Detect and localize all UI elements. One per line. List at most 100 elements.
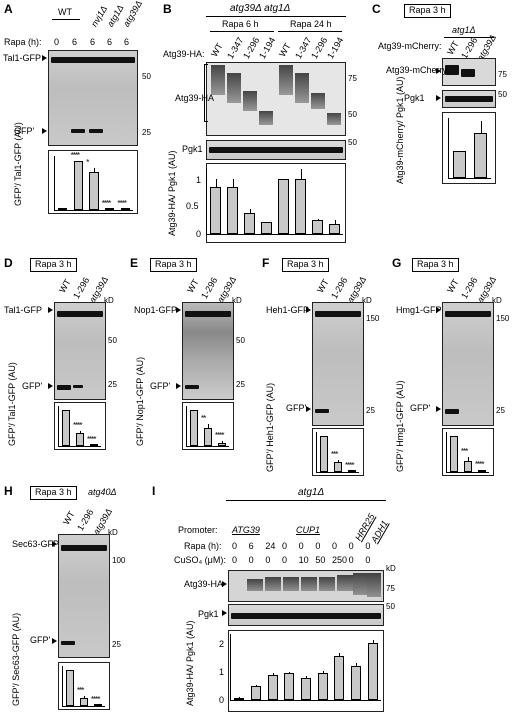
errorbar-f-1 [338, 459, 339, 462]
significance-d-2: **** [87, 434, 97, 444]
bar-e-1 [203, 427, 213, 446]
errorbar-i-1 [256, 684, 257, 687]
significance-d-1: **** [73, 421, 83, 431]
significance-e-1: ** [201, 414, 206, 424]
panel-label-d: D [4, 256, 13, 270]
significance-a-1: **** [70, 150, 81, 160]
bar-i-8 [367, 642, 378, 700]
panel-label-f: F [262, 256, 270, 270]
rapa-value-i-3: 0 [282, 541, 288, 551]
bar-i-2 [267, 674, 278, 700]
blot-c-pgk1 [442, 90, 496, 108]
bar-b-7 [329, 224, 340, 234]
errorbar-h-1 [84, 696, 85, 698]
bar-d-1 [75, 433, 85, 446]
rapa-value-i-6: 0 [332, 541, 338, 551]
panel-label-a: A [4, 2, 13, 16]
bar-chart-e: ** **** [186, 406, 229, 447]
rapa-value-i-8: 0 [365, 541, 371, 551]
errorbar-i-0 [239, 697, 241, 698]
rapa-value-i-5: 0 [315, 541, 321, 551]
cuso4-value-i-2: 0 [265, 555, 271, 565]
blot-a [48, 50, 138, 146]
errorbar-i-4 [306, 676, 307, 679]
lane-wt: WT [58, 7, 72, 17]
rapa-value-i-2: 24 [265, 541, 276, 551]
bar-a-2 [89, 171, 99, 210]
blot-h [58, 534, 110, 658]
bar-d-2 [89, 444, 99, 446]
errorbar-i-5 [322, 671, 324, 674]
bar-b-6 [312, 220, 323, 234]
errorbar-i-8 [372, 639, 374, 643]
errorbar-a-2 [94, 168, 95, 172]
errorbar-b-0 [215, 179, 217, 188]
blot-b-pgk1 [206, 140, 346, 160]
bar-chart-i [230, 634, 381, 701]
bar-b-1 [227, 187, 238, 234]
rapa-value-i-0: 0 [232, 541, 238, 551]
bar-b-2 [244, 213, 255, 234]
rapa-label: Rapa (h): [4, 37, 42, 47]
significance-f-2: **** [345, 460, 355, 470]
errorbar-b-6 [317, 218, 319, 221]
bar-chart-g: *** **** [446, 432, 489, 473]
errorbar-e-1 [208, 424, 209, 428]
panel-label-e: E [130, 256, 139, 270]
significance-g-2: **** [475, 460, 485, 470]
bar-d-0 [61, 409, 71, 446]
rapa-value-i-1: 6 [248, 541, 254, 551]
errorbar-g-1 [468, 456, 469, 462]
bar-e-0 [189, 409, 199, 446]
bar-h-2 [93, 704, 103, 706]
bar-a-0 [58, 208, 68, 210]
bar-i-6 [334, 655, 345, 700]
bar-i-0 [234, 697, 245, 700]
lane-nvj1: nvj1Δ [89, 3, 110, 29]
bar-i-4 [301, 678, 311, 700]
bar-f-1 [333, 461, 343, 472]
panel-label-g: G [392, 256, 402, 270]
strain-b: atg39Δ atg1Δ [230, 3, 291, 14]
bar-a-1 [73, 160, 84, 210]
ylabel-i: Atg39-HA/ Pgk1 (AU) [185, 620, 195, 706]
blot-c [442, 58, 496, 86]
bar-f-0 [319, 435, 329, 472]
cuso4-value-i-5: 50 [315, 555, 326, 565]
errorbar-i-7 [356, 663, 357, 666]
panel-label-i: I [152, 484, 156, 498]
cuso4-value-i-0: 0 [232, 555, 238, 565]
errorbar-d-1 [80, 431, 81, 434]
blot-i-pgk1 [228, 604, 384, 626]
bar-chart-f: *** **** [316, 432, 359, 473]
cuso4-value-i-1: 0 [248, 555, 254, 565]
bar-a-4 [120, 208, 130, 210]
bar-b-4 [278, 179, 289, 234]
cuso4-value-i-8: 0 [365, 555, 371, 565]
significance-g-1: *** [461, 446, 468, 456]
rapa-value-i-7: 0 [348, 541, 354, 551]
bar-c-1 [474, 133, 487, 178]
errorbar-b-1 [232, 179, 234, 188]
significance-a-2: * [86, 158, 89, 168]
bar-b-0 [210, 187, 221, 234]
rapa-value-i-4: 0 [298, 541, 304, 551]
bar-chart-d: **** **** [58, 406, 101, 447]
significance-a-3: **** [101, 199, 112, 209]
significance-h-2: **** [91, 694, 101, 704]
bar-i-1 [251, 686, 261, 700]
ylabel-a: GFP'/ Tal1-GFP (AU) [13, 122, 23, 206]
blot-e [182, 302, 234, 400]
bar-a-3 [104, 208, 115, 210]
bar-b-5 [295, 179, 306, 234]
blot-g [442, 302, 494, 426]
errorbar-i-3 [289, 672, 291, 674]
bar-c-0 [453, 150, 466, 178]
cuso4-value-i-7: 0 [348, 555, 354, 565]
lane-atg39: atg39Δ [121, 0, 145, 29]
bar-e-2 [217, 443, 227, 446]
significance-f-1: *** [331, 449, 338, 459]
bar-chart-b [206, 168, 343, 235]
significance-a-4: **** [117, 199, 127, 209]
errorbar-i-2 [272, 673, 274, 675]
